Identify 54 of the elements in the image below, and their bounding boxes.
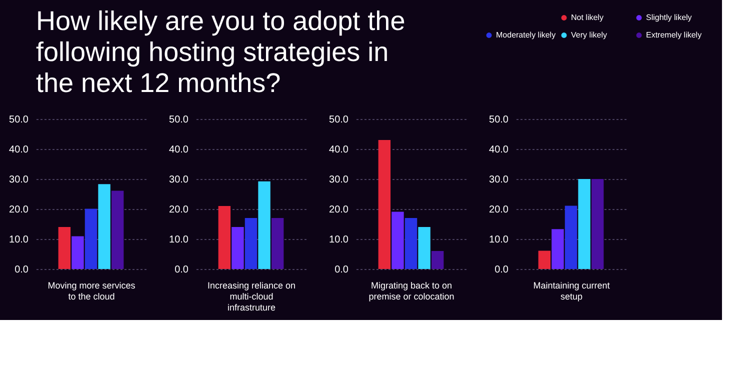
y-tick-label: 0.0: [174, 264, 189, 276]
y-tick-label: 50.0: [9, 114, 29, 126]
bar: [591, 179, 604, 269]
bar: [404, 218, 418, 269]
legend-label: Moderately likely: [496, 30, 556, 40]
bar: [58, 227, 71, 269]
y-tick-label: 30.0: [329, 174, 349, 186]
y-tick-label: 20.0: [9, 204, 29, 216]
y-tick-label: 30.0: [169, 174, 189, 186]
bar: [431, 251, 444, 269]
legend-label: Very likely: [571, 30, 608, 40]
bar: [72, 236, 84, 269]
y-tick-label: 10.0: [169, 234, 189, 246]
bar: [232, 227, 244, 269]
bar: [271, 218, 284, 269]
y-tick-label: 40.0: [489, 144, 509, 156]
bar: [98, 184, 110, 269]
bar: [244, 218, 258, 269]
bar: [378, 140, 391, 269]
y-tick-label: 10.0: [329, 234, 349, 246]
y-tick-label: 40.0: [169, 144, 189, 156]
text: How likely are you to adopt the following hosting strategies in the next 12 months?: [36, 6, 406, 98]
y-tick-label: 10.0: [9, 234, 29, 246]
y-tick-label: 30.0: [9, 174, 29, 186]
y-tick-label: 10.0: [489, 234, 509, 246]
x-axis-title: Maintaining current setup: [533, 280, 610, 302]
bar: [84, 208, 98, 269]
legend-label: Extremely likely: [646, 30, 702, 40]
bar: [218, 206, 231, 269]
x-axis-title: Moving more services to the cloud: [48, 280, 136, 302]
y-tick-label: 20.0: [329, 204, 349, 216]
bar: [111, 190, 124, 269]
legend-label: Not likely: [571, 12, 604, 22]
y-tick-label: 20.0: [489, 204, 509, 216]
bar: [552, 229, 564, 269]
y-tick-label: 40.0: [329, 144, 349, 156]
y-tick-label: 0.0: [14, 264, 29, 276]
legend-label: Slightly likely: [646, 12, 692, 22]
x-axis-title: Increasing reliance on multi-cloud infrastruture: [207, 280, 296, 312]
y-tick-label: 50.0: [329, 114, 349, 126]
y-tick-label: 0.0: [334, 264, 349, 276]
x-axis-title: Migrating back to on premise or colocation: [368, 280, 454, 302]
y-tick-label: 30.0: [489, 174, 509, 186]
bar: [578, 179, 590, 269]
bar: [392, 212, 404, 269]
y-tick-label: 50.0: [169, 114, 189, 126]
bar: [538, 250, 551, 269]
bar: [258, 181, 270, 269]
y-tick-label: 50.0: [489, 114, 509, 126]
y-tick-label: 40.0: [9, 144, 29, 156]
y-tick-label: 20.0: [169, 204, 189, 216]
y-tick-label: 0.0: [494, 264, 509, 276]
bar: [418, 227, 430, 269]
bar: [564, 206, 578, 269]
